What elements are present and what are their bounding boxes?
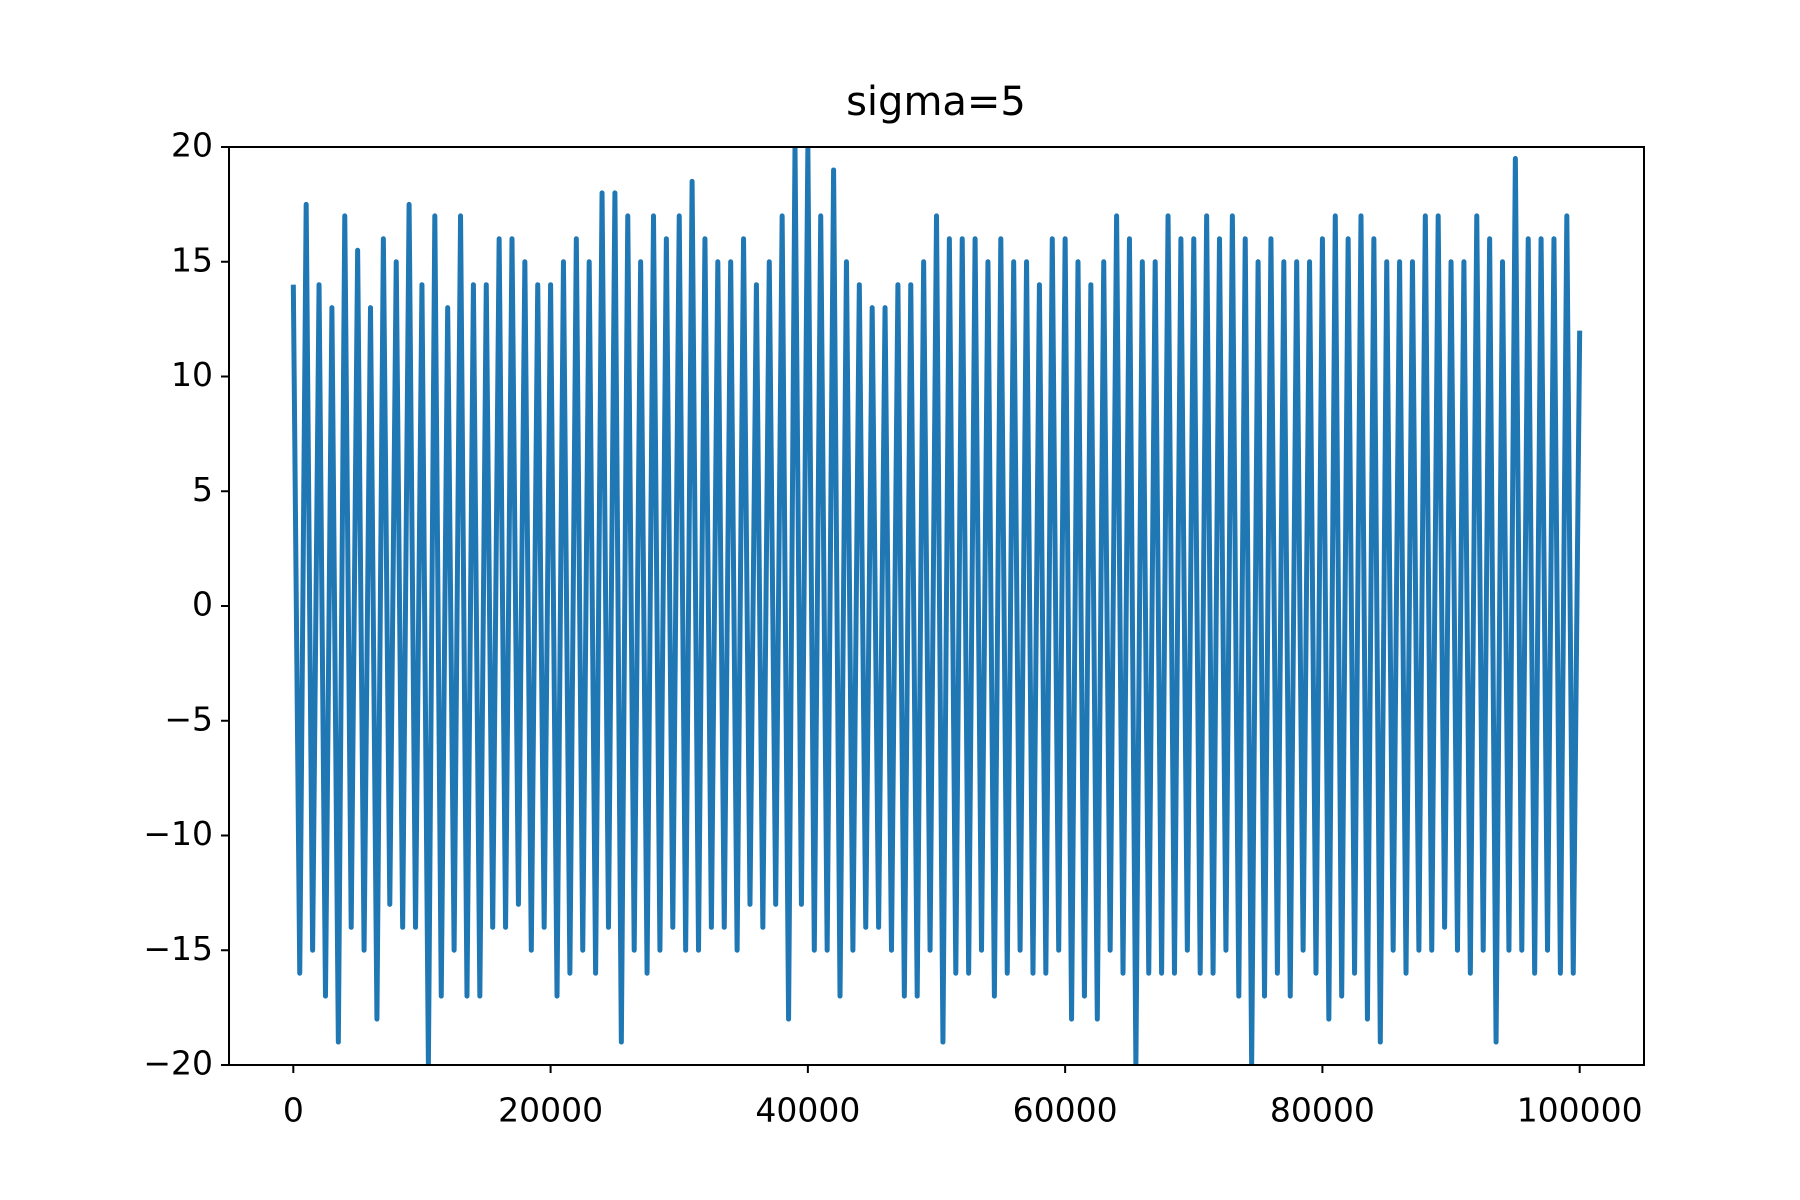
y-tick-label: −5 [164, 699, 213, 738]
x-tick-label: 0 [283, 1091, 304, 1130]
chart-title: sigma=5 [846, 79, 1026, 125]
x-tick-label: 80000 [1270, 1091, 1375, 1130]
x-tick-label: 60000 [1013, 1091, 1118, 1130]
y-tick-label: −20 [143, 1044, 213, 1083]
y-tick-label: 20 [171, 126, 213, 165]
y-tick-label: 10 [171, 355, 213, 394]
y-tick-label: 15 [171, 240, 213, 279]
y-tick-label: 5 [192, 470, 213, 509]
y-tick-label: −15 [143, 929, 213, 968]
x-tick-label: 100000 [1517, 1091, 1643, 1130]
y-tick-label: −10 [143, 814, 213, 853]
x-tick-label: 40000 [755, 1091, 860, 1130]
data-line [290, 147, 1583, 1065]
x-tick-label: 20000 [498, 1091, 603, 1130]
y-tick-label: 0 [192, 585, 213, 624]
